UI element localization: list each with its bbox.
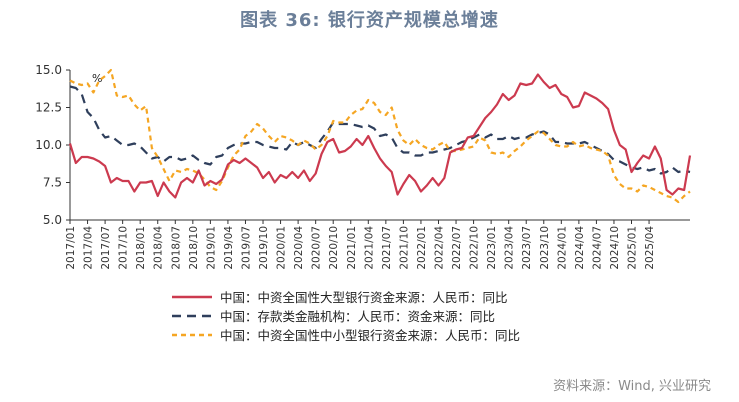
x-tick-label: 2023/04 xyxy=(504,226,516,270)
x-tick-label: 2018/10 xyxy=(188,226,200,270)
y-unit-label: % xyxy=(92,72,102,85)
x-tick-label: 2021/10 xyxy=(398,226,410,270)
series-line-3 xyxy=(69,68,691,204)
x-tick-label: 2020/07 xyxy=(311,226,323,270)
x-tick-label: 2020/04 xyxy=(293,226,305,270)
chart-legend: 中国：中资全国性大型银行资金来源：人民币：同比中国：存款类金融机构：人民币：资金… xyxy=(172,290,520,343)
x-tick-label: 2024/07 xyxy=(591,226,603,270)
y-tick-label: 10.0 xyxy=(35,138,62,152)
x-tick-label: 2018/04 xyxy=(153,226,165,270)
x-tick-label: 2018/07 xyxy=(170,226,182,270)
x-tick-label: 2020/01 xyxy=(276,226,288,270)
x-tick-label: 2021/01 xyxy=(346,226,358,270)
y-tick-label: 15.0 xyxy=(35,63,62,77)
x-tick-label: 2019/04 xyxy=(223,226,235,270)
x-tick-label: 2019/10 xyxy=(258,226,270,270)
x-tick-label: 2023/01 xyxy=(486,226,498,270)
series-line-2 xyxy=(69,85,691,175)
x-tick-label: 2024/01 xyxy=(556,226,568,270)
source-note: 资料来源：Wind, 兴业研究 xyxy=(553,379,711,394)
x-tick-label: 2022/04 xyxy=(433,226,445,270)
series-line-1 xyxy=(68,73,692,199)
x-tick-label: 2022/01 xyxy=(416,226,428,270)
chart-title: 图表 36: 银行资产规模总增速 xyxy=(240,10,499,31)
x-tick-label: 2020/10 xyxy=(328,226,340,270)
x-tick-label: 2023/10 xyxy=(539,226,551,270)
x-tick-label: 2024/04 xyxy=(574,226,586,270)
legend-label-3: 中国：中资全国性中小型银行资金来源：人民币：同比 xyxy=(220,328,520,343)
x-tick-label: 2017/10 xyxy=(118,226,130,270)
x-tick-label: 2022/10 xyxy=(469,226,481,270)
chart-axes: 5.0 7.5 10.0 12.5 15.0% 2017/01 2017/04 2017/07… xyxy=(35,63,690,270)
x-tick-label: 2025/01 xyxy=(627,226,639,270)
x-tick-label: 2017/07 xyxy=(100,226,112,270)
legend-label-1: 中国：中资全国性大型银行资金来源：人民币：同比 xyxy=(220,290,508,305)
x-tick-label: 2017/04 xyxy=(83,226,95,270)
x-tick-label: 2021/07 xyxy=(381,226,393,270)
x-tick-label: 2019/07 xyxy=(240,226,252,270)
y-tick-label: 12.5 xyxy=(35,101,62,115)
x-tick-label: 2017/01 xyxy=(65,226,77,270)
x-tick-label: 2024/10 xyxy=(609,226,621,270)
legend-label-2: 中国：存款类金融机构：人民币：资金来源：同比 xyxy=(220,309,495,324)
x-tick-label: 2022/07 xyxy=(451,226,463,270)
y-tick-label: 5.0 xyxy=(43,213,62,227)
x-tick-label: 2019/01 xyxy=(205,226,217,270)
x-tick-label: 2025/04 xyxy=(644,226,656,270)
x-tick-label: 2023/07 xyxy=(521,226,533,270)
y-tick-label: 7.5 xyxy=(43,176,62,190)
x-tick-label: 2021/04 xyxy=(363,226,375,270)
x-tick-label: 2018/01 xyxy=(135,226,147,270)
chart-series xyxy=(68,68,692,204)
